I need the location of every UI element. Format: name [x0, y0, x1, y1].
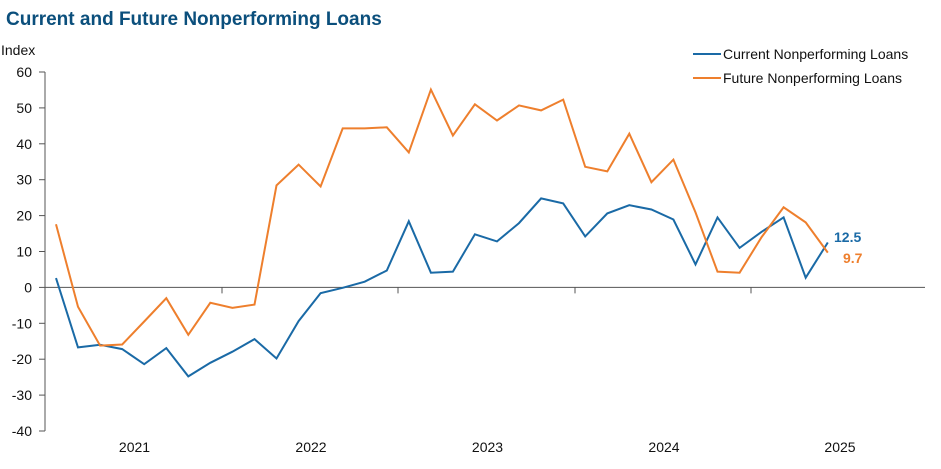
- end-label-future: 9.7: [843, 250, 863, 266]
- y-tick-label: 0: [24, 279, 32, 295]
- y-tick-label: -20: [12, 351, 32, 367]
- series-layer: [55, 86, 829, 378]
- x-axis: 2021 2022 2023 2024 2025: [45, 286, 925, 455]
- y-tick-label: -30: [12, 387, 32, 403]
- x-tick-label: 2024: [648, 439, 679, 455]
- y-tick-label: 20: [16, 208, 32, 224]
- y-axis-label: Index: [1, 42, 35, 58]
- y-tick-label: -10: [12, 315, 32, 331]
- legend-label-future: Future Nonperforming Loans: [723, 70, 902, 86]
- end-label-current: 12.5: [834, 229, 861, 245]
- chart-title: Current and Future Nonperforming Loans: [6, 9, 382, 30]
- x-tick-label: 2022: [295, 439, 326, 455]
- x-tick-label: 2025: [824, 439, 855, 455]
- legend-label-current: Current Nonperforming Loans: [723, 46, 908, 62]
- y-tick-label: 50: [16, 100, 32, 116]
- legend: Current Nonperforming Loans Future Nonpe…: [693, 46, 908, 86]
- y-tick-label: 10: [16, 244, 32, 260]
- x-tick-label: 2023: [472, 439, 503, 455]
- series-line-future: [55, 86, 829, 347]
- series-line-current: [55, 197, 829, 378]
- y-axis: 60 50 40 30 20 10 0 -10 -20 -30 -40: [12, 64, 46, 439]
- x-tick-label: 2021: [119, 439, 150, 455]
- y-tick-label: 30: [16, 172, 32, 188]
- y-tick-label: 60: [16, 64, 32, 80]
- y-tick-label: 40: [16, 136, 32, 152]
- y-tick-label: -40: [12, 423, 32, 439]
